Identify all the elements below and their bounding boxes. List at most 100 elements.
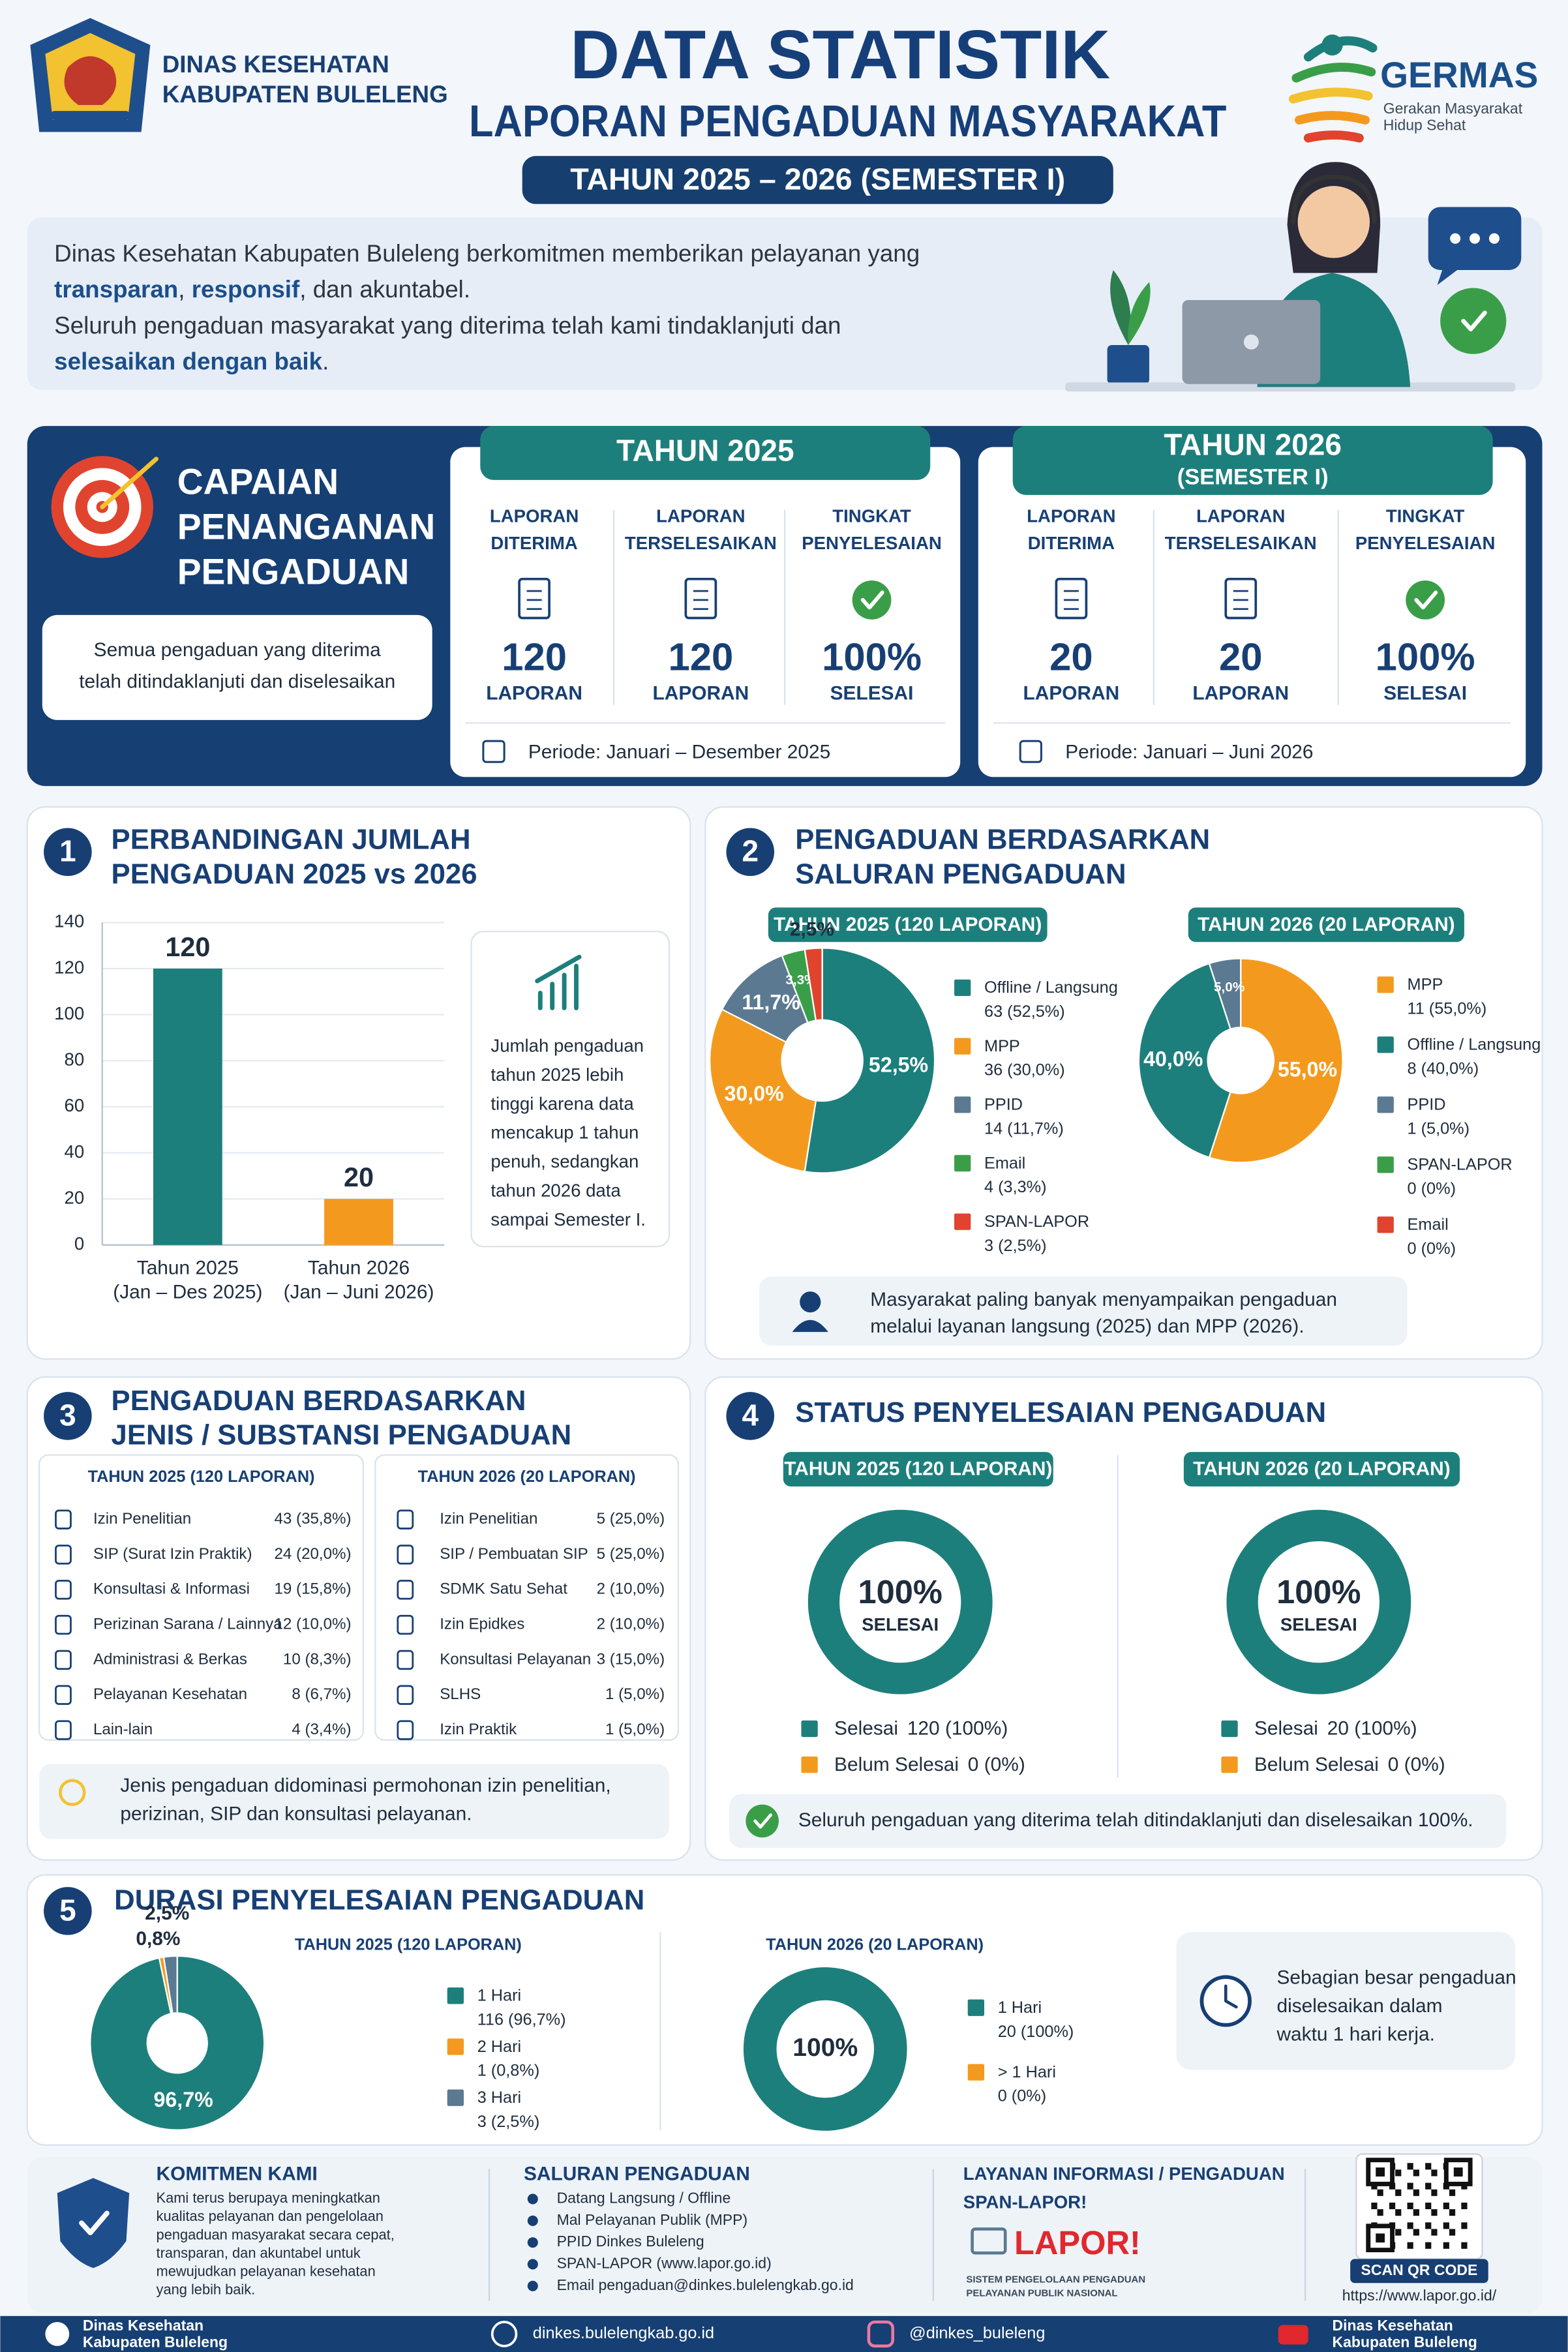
legend-swatch xyxy=(447,2089,464,2106)
section-title: DURASI PENYELESAIAN PENGADUAN xyxy=(114,1884,644,1916)
table-cell: 3 (15,0%) xyxy=(597,1650,665,1668)
logo-emblem xyxy=(64,56,117,105)
section-number: 1 xyxy=(59,834,76,868)
metric-value: 20 xyxy=(1219,635,1263,679)
slice xyxy=(162,1955,178,2015)
slice-label: 0,8% xyxy=(136,1928,180,1950)
row-icon xyxy=(55,1650,72,1670)
chart-title: TAHUN 2026 (20 LAPORAN) xyxy=(766,1935,984,1953)
slice xyxy=(721,954,809,1044)
table-cell: 43 (35,8%) xyxy=(275,1510,352,1528)
legend-name: Belum Selesai xyxy=(834,1754,959,1775)
legend-name: 3 Hari xyxy=(477,2088,521,2107)
y-tick-label: 20 xyxy=(64,1187,84,1207)
channel-item: Datang Langsung / Offline xyxy=(557,2190,731,2207)
check-circle xyxy=(746,1804,779,1838)
table-cell: 2 (10,0%) xyxy=(597,1580,665,1598)
legend-value: 0 (0%) xyxy=(998,2087,1046,2105)
plant-pot xyxy=(1107,344,1149,384)
channel-item: Mal Pelayanan Publik (MPP) xyxy=(557,2211,748,2228)
footer-text: yang lebih baik. xyxy=(157,2281,256,2297)
table-cell: 5 (25,0%) xyxy=(597,1545,665,1563)
footer-title: SPAN-LAPOR! xyxy=(963,2192,1087,2212)
qr-module xyxy=(1407,2182,1413,2190)
slice xyxy=(806,1508,994,1696)
legend-swatch xyxy=(954,1096,971,1113)
section-badge xyxy=(44,1392,92,1440)
table-cell: Izin Penelitian xyxy=(93,1510,191,1528)
clock-hands xyxy=(1224,1984,1238,2009)
slice xyxy=(1225,1508,1413,1696)
doc-icon xyxy=(1224,577,1258,620)
intro-text: responsif xyxy=(192,276,300,303)
slice-label: 52,5% xyxy=(869,1053,928,1077)
achievement-title: CAPAIAN xyxy=(177,461,339,502)
chat-dot xyxy=(1450,233,1461,244)
qr-module xyxy=(1407,2242,1413,2249)
table-cell: Pelayanan Kesehatan xyxy=(93,1685,247,1703)
lapor-icon xyxy=(971,2227,1007,2255)
lapor-caption: PELAYANAN PUBLIK NASIONAL xyxy=(966,2287,1117,2299)
table-cell: 19 (15,8%) xyxy=(275,1580,352,1598)
metric-unit: SELESAI xyxy=(830,683,914,704)
legend-name: SPAN-LAPOR xyxy=(1408,1156,1513,1174)
achievement-note-box xyxy=(42,614,432,720)
footer-title: SALURAN PENGADUAN xyxy=(524,2164,750,2185)
metric-label: TINGKAT xyxy=(832,506,911,526)
metric-label: DITERIMA xyxy=(490,533,577,553)
footer-text: pengaduan masyarakat secara cepat, xyxy=(157,2226,395,2242)
doc-icon xyxy=(1055,577,1088,620)
year-tab xyxy=(480,426,931,480)
slice xyxy=(709,1008,817,1173)
doc-icon xyxy=(684,577,717,620)
legend-value: 63 (52,5%) xyxy=(984,1003,1065,1021)
qr-module xyxy=(1431,2169,1438,2177)
legend-swatch xyxy=(954,979,971,997)
person-body xyxy=(792,1319,828,1333)
slice-label: 96,7% xyxy=(153,2088,213,2111)
legend-swatch xyxy=(1377,1036,1394,1053)
qr-module xyxy=(1407,2163,1413,2170)
metric-unit: LAPORAN xyxy=(486,683,582,704)
section-title: SALURAN PENGADUAN xyxy=(795,858,1126,890)
chat-dot xyxy=(1469,233,1481,244)
table-cell: 24 (20,0%) xyxy=(275,1545,352,1563)
section-number: 3 xyxy=(59,1398,76,1432)
slice-label: 2,5% xyxy=(145,1903,189,1924)
year-title: TAHUN 2026 xyxy=(1164,427,1342,461)
legend-value: 36 (30,0%) xyxy=(984,1061,1065,1079)
legend-value: 120 (100%) xyxy=(907,1717,1008,1739)
slice xyxy=(1138,962,1232,1159)
metric-label: PENYELESAIAN xyxy=(802,533,942,553)
germas-tagline: Hidup Sehat xyxy=(1383,116,1466,133)
legend-value: 8 (40,0%) xyxy=(1408,1059,1479,1078)
legend-name: 1 Hari xyxy=(477,1987,521,2005)
germas-tagline: Gerakan Masyarakat xyxy=(1383,100,1523,117)
legend-value: 0 (0%) xyxy=(1388,1754,1445,1775)
donut-center-label: 100% xyxy=(792,2034,858,2062)
metric-label: TINGKAT xyxy=(1386,506,1465,526)
legend-name: Offline / Langsung xyxy=(984,978,1118,997)
legend-value: 0 (0%) xyxy=(968,1754,1025,1775)
qr-module xyxy=(1425,2182,1432,2190)
slice-label: 5,0% xyxy=(1214,980,1244,995)
qr-module xyxy=(1407,2202,1413,2210)
table-cell: SLHS xyxy=(440,1685,481,1703)
table-title: TAHUN 2026 (20 LAPORAN) xyxy=(418,1468,636,1486)
social-text: Kabupaten Buleleng xyxy=(83,2333,228,2350)
legend-swatch xyxy=(1377,1096,1394,1113)
row-icon xyxy=(55,1614,72,1635)
intro-text: transparan xyxy=(54,276,178,303)
section-title: PERBANDINGAN JUMLAH xyxy=(112,824,471,856)
period-text: Periode: Januari – Desember 2025 xyxy=(528,741,830,762)
qr-module xyxy=(1449,2229,1456,2236)
metric-label: PENYELESAIAN xyxy=(1355,533,1496,553)
legend-value: 14 (11,7%) xyxy=(984,1119,1064,1138)
section-note: Seluruh pengaduan yang diterima telah di… xyxy=(798,1809,1473,1831)
section-note: tahun 2025 lebih xyxy=(490,1064,624,1085)
intro-box xyxy=(27,217,1543,390)
chart-title-pill xyxy=(768,907,1048,942)
year-title: TAHUN 2025 xyxy=(616,434,794,468)
qr-finder-dot xyxy=(1376,2233,1385,2243)
logo-band xyxy=(51,111,130,120)
